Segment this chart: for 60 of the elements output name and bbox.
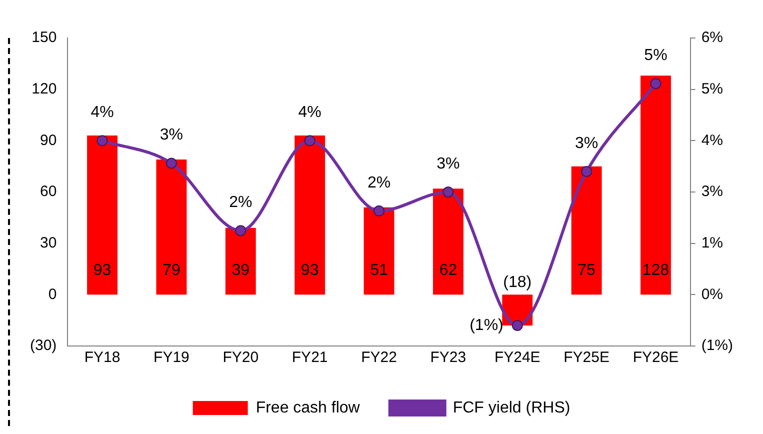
x-tick-label: FY22 xyxy=(361,349,397,366)
data-label: 93 xyxy=(300,262,319,280)
point xyxy=(235,225,246,236)
bar xyxy=(571,166,602,295)
x-tick-label: FY23 xyxy=(430,349,466,366)
point xyxy=(512,320,523,331)
legend-label: FCF yield (RHS) xyxy=(452,399,570,416)
data-label: 5% xyxy=(644,46,668,64)
y-tick-label: 150 xyxy=(32,29,57,46)
x-tick-label: FY24E xyxy=(494,349,540,366)
point xyxy=(304,135,316,146)
data-label: (1%) xyxy=(470,316,504,334)
x-tick-label: FY18 xyxy=(84,349,120,366)
data-label: 3% xyxy=(160,126,184,144)
point xyxy=(581,166,592,177)
point xyxy=(166,158,177,169)
data-label: 4% xyxy=(90,104,114,122)
data-label: 51 xyxy=(370,262,388,280)
point xyxy=(374,205,385,216)
point xyxy=(650,78,662,90)
data-label: 2% xyxy=(229,194,252,212)
data-label: 39 xyxy=(232,262,250,280)
bar xyxy=(225,228,256,295)
x-tick-label: FY19 xyxy=(154,349,190,366)
data-label: 2% xyxy=(367,174,391,192)
point xyxy=(442,186,454,198)
y2-tick-label: 0% xyxy=(701,286,724,303)
y-tick-label: 30 xyxy=(40,234,57,252)
x-tick-label: FY25E xyxy=(564,349,610,366)
y2-tick-label: 6% xyxy=(701,29,724,46)
bar xyxy=(364,207,394,295)
legend-label: Free cash flow xyxy=(256,399,360,416)
bar xyxy=(294,136,326,295)
y-tick-label: 60 xyxy=(40,183,57,200)
data-label: (18) xyxy=(503,274,532,292)
bar xyxy=(87,136,118,295)
data-label: 128 xyxy=(642,262,670,280)
bar xyxy=(640,76,671,295)
bar xyxy=(432,188,464,295)
y-tick-label: (30) xyxy=(30,337,57,354)
y2-tick-label: 4% xyxy=(701,132,724,149)
y2-tick-label: 5% xyxy=(701,80,724,98)
point xyxy=(96,135,108,146)
data-label: 3% xyxy=(574,134,598,152)
y-tick-label: 0 xyxy=(48,286,57,303)
y2-tick-label: 3% xyxy=(701,183,724,200)
y-tick-label: 90 xyxy=(40,132,57,149)
data-label: 93 xyxy=(93,262,112,280)
data-label: 79 xyxy=(162,262,180,280)
x-tick-label: FY21 xyxy=(292,349,328,366)
x-tick-label: FY20 xyxy=(222,349,259,366)
data-label: 4% xyxy=(298,104,322,122)
data-label: 62 xyxy=(439,262,458,280)
y-tick-label: 120 xyxy=(32,80,57,98)
data-label: 3% xyxy=(436,155,460,172)
bar xyxy=(156,159,187,295)
y2-tick-label: (1%) xyxy=(701,337,734,354)
y2-tick-label: 1% xyxy=(701,234,724,252)
data-label: 75 xyxy=(578,262,596,280)
x-tick-label: FY26E xyxy=(632,349,679,366)
